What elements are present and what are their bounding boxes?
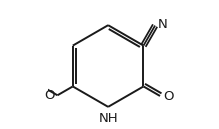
Text: O: O xyxy=(44,90,55,102)
Text: N: N xyxy=(157,18,167,31)
Text: NH: NH xyxy=(99,112,119,125)
Text: O: O xyxy=(163,90,173,103)
